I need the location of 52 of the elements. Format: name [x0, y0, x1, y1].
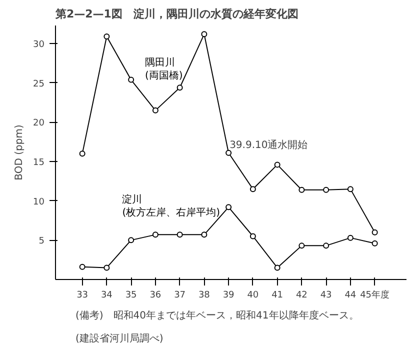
point — [104, 264, 110, 271]
point — [201, 232, 208, 238]
y-tick-label: 25 — [33, 79, 44, 90]
y-tick-label: 30 — [33, 40, 45, 50]
y-tick-label: 15 — [33, 158, 44, 168]
y-tick-label: 10 — [33, 197, 45, 208]
point — [201, 31, 208, 38]
point — [250, 233, 256, 240]
point — [128, 237, 134, 244]
x-tick-label: 40 — [247, 290, 259, 300]
text: (備考) 昭和40年までは年ベース，昭和41年以降年度ベース。 — [76, 310, 359, 322]
point — [347, 186, 354, 192]
point — [274, 264, 280, 271]
point — [152, 107, 158, 114]
point — [176, 84, 183, 91]
point — [226, 204, 232, 210]
x-tick-label: 38 — [198, 290, 210, 300]
x-tick-label: 37 — [174, 290, 186, 300]
point — [79, 150, 86, 157]
x-tick-label: 39 — [222, 290, 235, 300]
x-tick-label: 41 — [272, 290, 284, 300]
y-axis-title: BOD (ppm) — [14, 124, 26, 180]
point — [152, 232, 158, 238]
series-label: 淀川 (枚方左岸、右岸平均) — [122, 193, 220, 219]
point — [226, 150, 232, 156]
point — [128, 76, 134, 83]
annotation: 39.9.10通水開始 — [230, 138, 308, 151]
point — [372, 229, 378, 236]
point — [274, 162, 280, 168]
point — [323, 186, 330, 193]
series-label: 隅田川 (両国橋) — [145, 56, 183, 82]
point — [298, 186, 305, 193]
x-tick-label: 45年度 — [360, 290, 390, 300]
text: (建設省河川局調べ) — [76, 332, 164, 344]
x-tick-label: 34 — [100, 290, 113, 300]
chart-title: 第2—2—1図 淀川，隅田川の水質の経年変化図 — [54, 8, 298, 20]
point — [176, 232, 183, 238]
point — [323, 242, 330, 249]
point — [298, 242, 305, 249]
x-tick-label: 35 — [125, 290, 137, 300]
x-tick-label: 42 — [296, 290, 308, 300]
y-tick-label: 5 — [38, 236, 45, 247]
x-tick-label: 44 — [344, 290, 356, 300]
point — [79, 264, 86, 270]
x-tick-label: 36 — [150, 290, 162, 300]
x-tick-label: 33 — [76, 290, 88, 300]
point — [250, 186, 256, 192]
y-tick-label: 20 — [33, 118, 45, 129]
point — [104, 34, 110, 40]
point — [347, 234, 354, 241]
x-tick-label: 43 — [320, 290, 332, 300]
point — [372, 240, 378, 246]
